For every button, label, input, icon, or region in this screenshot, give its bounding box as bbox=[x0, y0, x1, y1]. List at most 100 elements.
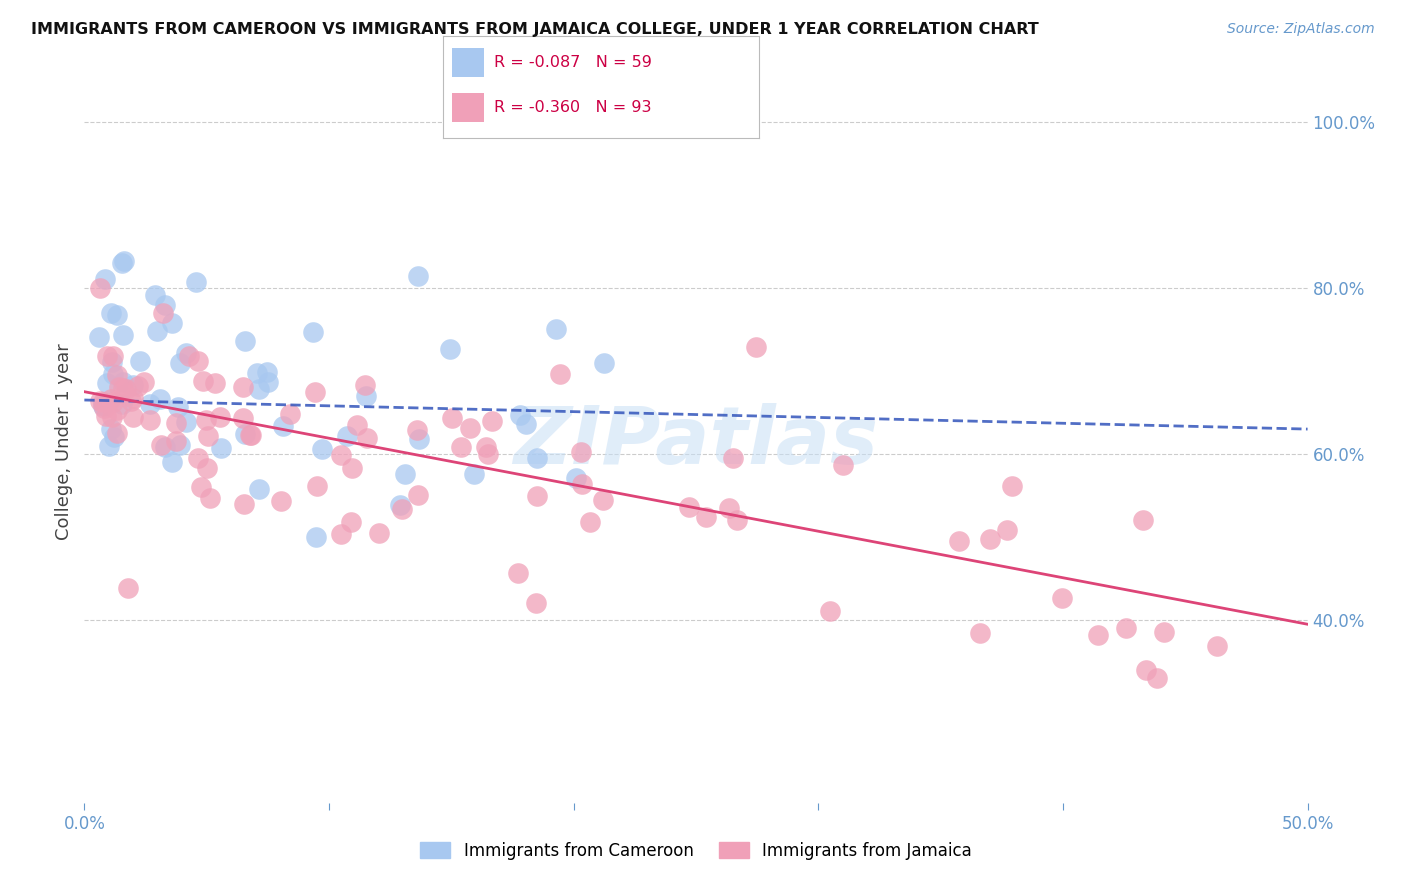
Point bbox=[354, 389, 377, 403]
Point bbox=[247, 482, 270, 496]
Point bbox=[304, 384, 326, 399]
Point bbox=[121, 391, 143, 405]
Point bbox=[239, 427, 262, 442]
Point bbox=[197, 429, 219, 443]
Point bbox=[194, 413, 217, 427]
Point bbox=[165, 417, 187, 431]
Point bbox=[394, 467, 416, 482]
Point bbox=[146, 324, 169, 338]
Point bbox=[1135, 664, 1157, 678]
Point bbox=[94, 409, 117, 424]
Point bbox=[111, 256, 134, 270]
Point bbox=[187, 450, 209, 465]
Text: R = -0.360   N = 93: R = -0.360 N = 93 bbox=[494, 100, 651, 115]
Point bbox=[240, 428, 263, 442]
Point bbox=[167, 400, 190, 414]
Point bbox=[1087, 628, 1109, 642]
Point bbox=[1115, 622, 1137, 636]
Point bbox=[718, 500, 741, 515]
Point bbox=[153, 298, 176, 312]
Point bbox=[169, 437, 191, 451]
Point bbox=[995, 523, 1018, 537]
Point bbox=[509, 409, 531, 423]
Point bbox=[91, 399, 114, 413]
Point bbox=[1206, 639, 1229, 653]
Point bbox=[204, 376, 226, 390]
Point bbox=[270, 494, 292, 508]
Point bbox=[579, 515, 602, 529]
Point bbox=[515, 417, 537, 432]
Point bbox=[406, 268, 429, 283]
Point bbox=[979, 533, 1001, 547]
Point bbox=[475, 440, 498, 454]
Point bbox=[340, 460, 363, 475]
Point bbox=[1153, 625, 1175, 640]
Point bbox=[153, 440, 176, 454]
Point bbox=[1001, 479, 1024, 493]
Point bbox=[191, 374, 214, 388]
Point bbox=[592, 492, 614, 507]
Point bbox=[105, 308, 128, 322]
Legend: Immigrants from Cameroon, Immigrants from Jamaica: Immigrants from Cameroon, Immigrants fro… bbox=[413, 836, 979, 867]
Point bbox=[406, 423, 429, 437]
Point bbox=[969, 625, 991, 640]
Point bbox=[121, 378, 143, 392]
FancyBboxPatch shape bbox=[453, 93, 484, 122]
Point bbox=[391, 501, 413, 516]
Point bbox=[177, 349, 200, 363]
Point bbox=[368, 525, 391, 540]
Point bbox=[101, 367, 124, 381]
Point bbox=[89, 281, 111, 295]
Point bbox=[544, 321, 567, 335]
Point bbox=[550, 367, 572, 381]
Point bbox=[477, 447, 499, 461]
Point bbox=[111, 397, 134, 411]
Point bbox=[232, 380, 254, 394]
Point bbox=[311, 442, 333, 457]
Point bbox=[105, 425, 128, 440]
Point bbox=[111, 328, 134, 343]
Point bbox=[107, 380, 129, 394]
Point bbox=[832, 458, 855, 472]
Point bbox=[948, 534, 970, 549]
Point bbox=[101, 409, 124, 424]
Point bbox=[152, 306, 174, 320]
Point bbox=[89, 394, 111, 409]
Point bbox=[93, 401, 115, 416]
Point bbox=[112, 376, 135, 390]
Point bbox=[725, 514, 748, 528]
Point bbox=[115, 383, 138, 397]
Point bbox=[481, 414, 503, 428]
Point bbox=[87, 329, 110, 343]
Point bbox=[100, 392, 122, 406]
Point bbox=[408, 432, 430, 446]
Point bbox=[232, 410, 254, 425]
Point bbox=[129, 354, 152, 368]
Point bbox=[209, 410, 232, 425]
Point bbox=[247, 382, 270, 396]
Point bbox=[91, 395, 114, 409]
Point bbox=[305, 530, 328, 544]
Text: ZIPatlas: ZIPatlas bbox=[513, 402, 879, 481]
Point bbox=[107, 403, 129, 417]
Point bbox=[233, 427, 256, 442]
Point bbox=[353, 378, 375, 392]
Point bbox=[176, 415, 198, 429]
Point bbox=[184, 275, 207, 289]
Text: R = -0.087   N = 59: R = -0.087 N = 59 bbox=[494, 54, 651, 70]
Point bbox=[103, 430, 125, 444]
Point bbox=[143, 288, 166, 302]
Point bbox=[820, 604, 842, 618]
Point bbox=[105, 368, 128, 383]
Point bbox=[723, 450, 745, 465]
Point bbox=[1146, 671, 1168, 685]
Point bbox=[138, 413, 160, 427]
Point bbox=[235, 334, 257, 348]
Point bbox=[94, 272, 117, 286]
Point bbox=[112, 380, 135, 394]
Point bbox=[101, 355, 124, 369]
Point bbox=[198, 491, 221, 505]
Point bbox=[103, 395, 125, 409]
Point bbox=[117, 581, 139, 595]
Point bbox=[149, 392, 172, 406]
